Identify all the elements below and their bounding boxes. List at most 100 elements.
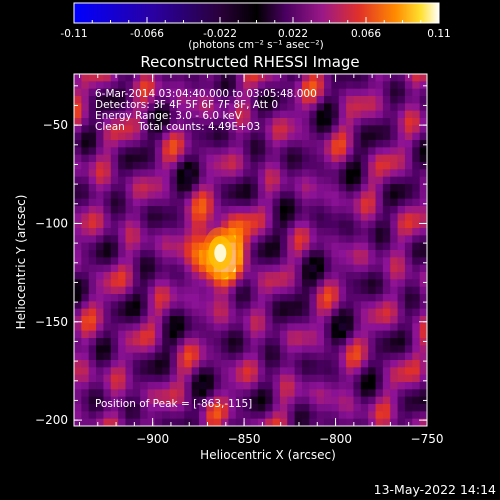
heatmap-cell [338, 301, 347, 310]
heatmap-cell [125, 294, 134, 302]
heatmap-cell [96, 360, 104, 368]
heatmap-cell [309, 191, 318, 200]
heatmap-cell [213, 404, 222, 412]
heatmap-cell [412, 235, 421, 244]
heatmap-cell [235, 228, 244, 236]
heatmap-cell [360, 140, 369, 148]
heatmap-cell [390, 169, 398, 178]
heatmap-cell [140, 286, 148, 295]
heatmap-cell [375, 411, 384, 420]
heatmap-cell [154, 323, 163, 332]
heatmap-cell [191, 389, 200, 398]
heatmap-cell [96, 242, 104, 251]
heatmap-cell [257, 242, 266, 251]
heatmap-cell [206, 396, 215, 405]
heatmap-cell [74, 206, 82, 214]
heatmap-cell [375, 396, 384, 405]
heatmap-cell [346, 352, 354, 361]
heatmap-cell [213, 74, 222, 82]
heatmap-cell [309, 250, 318, 258]
heatmap-cell [199, 404, 207, 412]
heatmap-cell [316, 345, 325, 354]
x-tick-label: −750 [411, 432, 444, 446]
heatmap-cell [353, 418, 362, 426]
heatmap-cell [353, 147, 362, 156]
heatmap-cell [338, 323, 347, 332]
heatmap-cell [287, 125, 296, 134]
heatmap-cell [265, 286, 273, 295]
heatmap-cell [250, 257, 259, 266]
heatmap-cell [250, 316, 259, 324]
heatmap-cell [324, 169, 332, 178]
heatmap-cell [287, 352, 296, 361]
heatmap-cell [404, 250, 413, 258]
heatmap-cell [287, 272, 296, 280]
heatmap-cell [228, 81, 237, 90]
heatmap-cell [419, 294, 427, 302]
heatmap-cell [331, 96, 340, 104]
heatmap-cell [103, 272, 112, 280]
heatmap-cell [243, 411, 251, 420]
heatmap-cell [243, 198, 251, 207]
heatmap-cell [397, 169, 406, 178]
heatmap-cell [309, 338, 318, 346]
heatmap-cell [199, 140, 207, 148]
heatmap-cell [81, 191, 90, 200]
heatmap-cell [294, 374, 303, 383]
heatmap-cell [81, 96, 90, 104]
heatmap-cell [382, 176, 391, 185]
heatmap-cell [199, 154, 207, 163]
heatmap-cell [235, 147, 244, 156]
heatmap-cell [404, 338, 413, 346]
heatmap-cell [191, 206, 200, 214]
heatmap-cell [235, 235, 244, 244]
heatmap-cell [331, 286, 340, 295]
heatmap-cell [346, 206, 354, 214]
heatmap-cell [88, 103, 97, 112]
heatmap-cell [184, 125, 193, 134]
heatmap-cell [346, 147, 354, 156]
heatmap-cell [338, 360, 347, 368]
heatmap-cell [294, 184, 303, 192]
heatmap-cell [228, 294, 237, 302]
heatmap-cell [206, 125, 215, 134]
heatmap-cell [382, 338, 391, 346]
heatmap-cell [81, 242, 90, 251]
heatmap-cell [353, 184, 362, 192]
heatmap-cell [74, 162, 82, 170]
heatmap-cell [346, 360, 354, 368]
heatmap-cell [235, 198, 244, 207]
heatmap-cell [162, 213, 170, 222]
heatmap-cell [375, 125, 384, 134]
heatmap-cell [279, 242, 288, 251]
heatmap-cell [235, 418, 244, 426]
heatmap-cell [272, 81, 281, 90]
heatmap-cell [331, 404, 340, 412]
heatmap-cell [419, 176, 427, 185]
heatmap-cell [324, 118, 332, 126]
heatmap-cell [228, 286, 237, 295]
heatmap-cell [250, 81, 259, 90]
heatmap-cell [331, 323, 340, 332]
heatmap-cell [287, 118, 296, 126]
heatmap-cell [235, 257, 244, 266]
heatmap-cell [96, 301, 104, 310]
heatmap-cell [125, 338, 134, 346]
y-tick-label: −150 [35, 315, 68, 329]
heatmap-cell [191, 81, 200, 90]
heatmap-cell [412, 360, 421, 368]
heatmap-cell [235, 316, 244, 324]
heatmap-cell [169, 389, 178, 398]
heatmap-cell [412, 169, 421, 178]
heatmap-cell [140, 279, 148, 288]
heatmap-cell [221, 125, 229, 134]
heatmap-cell [169, 132, 178, 141]
heatmap-cell [140, 74, 148, 82]
heatmap-cell [301, 81, 310, 90]
heatmap-cell [412, 147, 421, 156]
heatmap-cell [154, 360, 163, 368]
heatmap-cell [404, 301, 413, 310]
heatmap-cell [265, 308, 273, 317]
heatmap-cell [88, 228, 97, 236]
heatmap-cell [279, 125, 288, 134]
